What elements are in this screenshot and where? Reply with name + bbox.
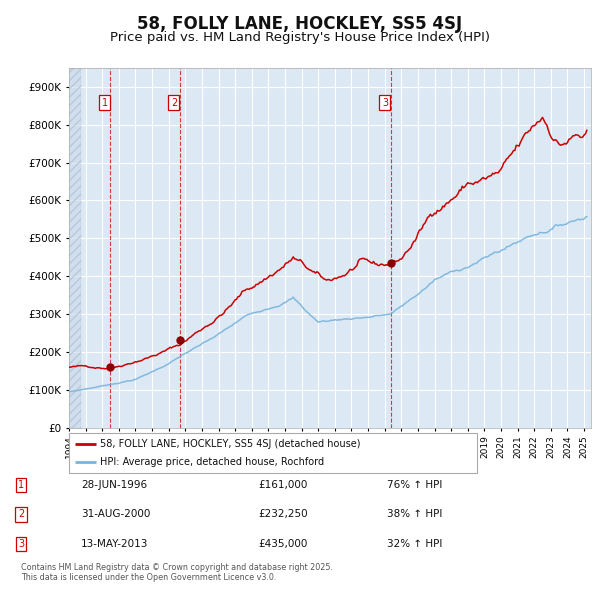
FancyBboxPatch shape [69, 433, 477, 473]
Text: 32% ↑ HPI: 32% ↑ HPI [387, 539, 442, 549]
Text: 58, FOLLY LANE, HOCKLEY, SS5 4SJ (detached house): 58, FOLLY LANE, HOCKLEY, SS5 4SJ (detach… [100, 439, 360, 449]
Text: 3: 3 [382, 97, 388, 107]
Text: Price paid vs. HM Land Registry's House Price Index (HPI): Price paid vs. HM Land Registry's House … [110, 31, 490, 44]
Text: 58, FOLLY LANE, HOCKLEY, SS5 4SJ: 58, FOLLY LANE, HOCKLEY, SS5 4SJ [137, 15, 463, 32]
Text: 28-JUN-1996: 28-JUN-1996 [81, 480, 147, 490]
Text: £161,000: £161,000 [258, 480, 307, 490]
Text: 1: 1 [101, 97, 107, 107]
Text: £232,250: £232,250 [258, 510, 308, 519]
Text: 2: 2 [18, 510, 24, 519]
Text: 2: 2 [171, 97, 177, 107]
Text: 13-MAY-2013: 13-MAY-2013 [81, 539, 148, 549]
Polygon shape [69, 68, 82, 428]
Text: Contains HM Land Registry data © Crown copyright and database right 2025.
This d: Contains HM Land Registry data © Crown c… [21, 563, 333, 582]
Text: 76% ↑ HPI: 76% ↑ HPI [387, 480, 442, 490]
Text: 1: 1 [18, 480, 24, 490]
Text: 31-AUG-2000: 31-AUG-2000 [81, 510, 151, 519]
Text: 3: 3 [18, 539, 24, 549]
Text: HPI: Average price, detached house, Rochford: HPI: Average price, detached house, Roch… [100, 457, 324, 467]
Text: £435,000: £435,000 [258, 539, 307, 549]
Text: 38% ↑ HPI: 38% ↑ HPI [387, 510, 442, 519]
